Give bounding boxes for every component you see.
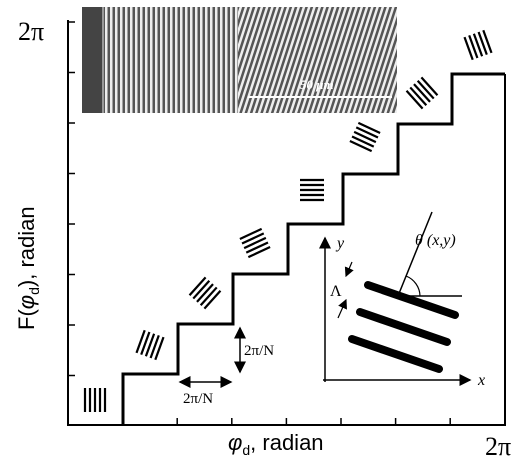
x-sub: d [242, 442, 250, 458]
y-prefix: F( [14, 309, 39, 330]
y-axis-label: y [335, 235, 345, 252]
x-right-label: 2π [485, 432, 511, 461]
grating-icon [85, 388, 105, 412]
y-sub: d [26, 287, 42, 295]
grating-line [352, 136, 374, 146]
y-suffix: ), radian [14, 206, 39, 287]
x-symbol: φ [228, 430, 242, 455]
grating-icon [190, 277, 221, 308]
grating-icon [300, 180, 324, 200]
x-suffix: , radian [250, 430, 323, 455]
grating-line [356, 127, 378, 137]
grating-line [244, 238, 266, 248]
step-width-label: 2π/N [183, 391, 213, 407]
x-axis-label: x [477, 372, 485, 389]
figure: 50 μm 2π/N 2π/N θ (x,y) Λ y x 2π 2π φd, … [0, 0, 522, 466]
grating-line [240, 229, 262, 239]
grating-line [350, 141, 372, 151]
grating-icon [464, 30, 491, 59]
grating-icon [136, 330, 163, 359]
grating-icon [350, 123, 380, 151]
grating-icon [407, 77, 438, 108]
sem-image: 50 μm [82, 7, 397, 113]
grating-line [358, 123, 380, 133]
y-top-label: 2π [18, 17, 44, 46]
period-label: Λ [330, 283, 342, 300]
y-symbol: φ [14, 295, 39, 309]
staircase [123, 74, 505, 425]
scale-bar-label: 50 μm [300, 77, 334, 92]
grating-line [242, 233, 264, 243]
grating-line [354, 132, 376, 142]
theta-label: θ (x,y) [415, 232, 456, 249]
y-axis-title: F(φd), radian [14, 206, 42, 330]
inset-diagram: θ (x,y) Λ y x [323, 212, 485, 389]
grating-line [248, 247, 270, 257]
grating-line [246, 242, 268, 252]
grating-icon [240, 229, 270, 257]
x-axis-title: φd, radian [228, 430, 324, 458]
step-height-label: 2π/N [244, 343, 274, 359]
